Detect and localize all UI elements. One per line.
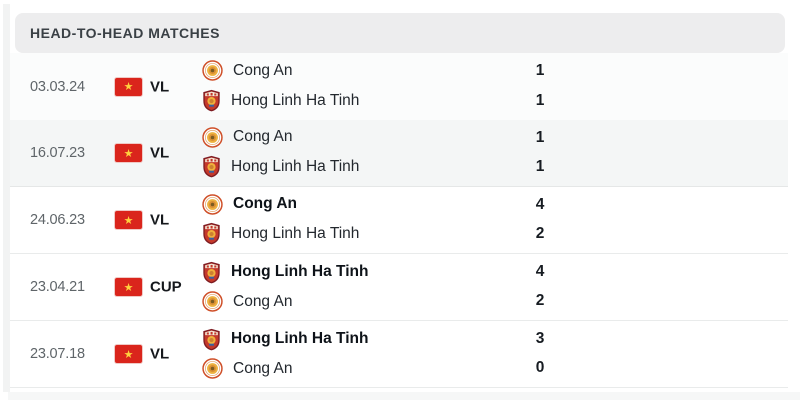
team-name[interactable]: Cong An [233, 359, 293, 377]
cong-an-logo-icon [202, 60, 223, 81]
scores-column: 3 0 [515, 321, 565, 387]
team-line-home[interactable]: Cong An [202, 194, 502, 215]
home-score: 1 [535, 128, 545, 146]
match-row-4[interactable]: 23.04.21 ★ CUP Hong Linh Ha Tinh Cong An… [10, 254, 788, 321]
star-icon: ★ [123, 347, 134, 361]
teams-column: Cong An Hong Linh Ha Tinh [202, 187, 502, 253]
team-name[interactable]: Cong An [233, 61, 293, 79]
competition-label: CUP [150, 278, 182, 296]
team-name[interactable]: Cong An [233, 292, 293, 310]
star-icon: ★ [123, 146, 134, 160]
match-row-5[interactable]: 23.07.18 ★ VL Hong Linh Ha Tinh Cong An … [10, 321, 788, 388]
team-line-home[interactable]: Hong Linh Ha Tinh [202, 261, 502, 284]
match-date: 24.06.23 [30, 212, 85, 228]
team-line-home[interactable]: Cong An [202, 60, 502, 81]
home-score: 4 [535, 195, 545, 213]
home-score: 4 [535, 262, 545, 280]
star-icon: ★ [123, 80, 134, 93]
team-line-away[interactable]: Cong An [202, 291, 502, 312]
section-title: HEAD-TO-HEAD MATCHES [30, 25, 220, 41]
scores-column: 4 2 [515, 187, 565, 253]
vietnam-flag-icon: ★ [115, 278, 142, 296]
competition-label: VL [150, 345, 170, 363]
cong-an-logo-icon [202, 291, 223, 312]
match-row-3[interactable]: 24.06.23 ★ VL Cong An Hong Linh Ha Tinh … [10, 187, 788, 254]
vietnam-flag-icon: ★ [115, 211, 142, 229]
match-date: 03.03.24 [30, 78, 85, 95]
competition-label: VL [150, 78, 170, 95]
teams-column: Cong An Hong Linh Ha Tinh [202, 53, 502, 120]
star-icon: ★ [123, 213, 134, 227]
away-score: 2 [535, 225, 545, 243]
team-line-away[interactable]: Hong Linh Ha Tinh [202, 222, 502, 245]
team-name[interactable]: Cong An [233, 128, 293, 146]
team-line-home[interactable]: Hong Linh Ha Tinh [202, 328, 502, 351]
hong-linh-ha-tinh-logo-icon [203, 261, 220, 284]
teams-column: Hong Linh Ha Tinh Cong An [202, 321, 502, 387]
match-row-1[interactable]: 03.03.24 ★ VL Cong An Hong Linh Ha Tinh … [10, 53, 788, 120]
hong-linh-ha-tinh-logo-icon [203, 328, 220, 351]
team-name[interactable]: Hong Linh Ha Tinh [231, 330, 369, 348]
match-list: 03.03.24 ★ VL Cong An Hong Linh Ha Tinh … [10, 53, 788, 388]
hong-linh-ha-tinh-logo-icon [203, 156, 220, 178]
match-row-2[interactable]: 16.07.23 ★ VL Cong An Hong Linh Ha Tinh … [10, 120, 788, 187]
home-score: 1 [535, 62, 545, 79]
away-score: 1 [535, 92, 545, 109]
cong-an-logo-icon [202, 194, 223, 215]
vietnam-flag-icon: ★ [115, 345, 142, 363]
hong-linh-ha-tinh-logo-icon [203, 89, 220, 112]
team-name[interactable]: Hong Linh Ha Tinh [231, 91, 360, 109]
team-line-away[interactable]: Hong Linh Ha Tinh [202, 155, 502, 178]
cong-an-logo-icon [202, 127, 223, 148]
scores-column: 1 1 [515, 120, 565, 186]
competition-label: VL [150, 144, 170, 162]
star-icon: ★ [123, 280, 134, 294]
teams-column: Cong An Hong Linh Ha Tinh [202, 120, 502, 186]
home-score: 3 [535, 329, 545, 347]
competition-label: VL [150, 211, 170, 229]
vietnam-flag-icon: ★ [115, 77, 142, 96]
teams-column: Hong Linh Ha Tinh Cong An [202, 254, 502, 320]
away-score: 1 [535, 158, 545, 176]
team-name[interactable]: Cong An [233, 195, 297, 213]
match-date: 23.07.18 [30, 346, 85, 362]
team-name[interactable]: Hong Linh Ha Tinh [231, 224, 360, 242]
bottom-divider-strip [8, 392, 800, 400]
team-name[interactable]: Hong Linh Ha Tinh [231, 263, 369, 281]
team-line-away[interactable]: Cong An [202, 358, 502, 379]
team-line-home[interactable]: Cong An [202, 127, 502, 148]
section-header: HEAD-TO-HEAD MATCHES [15, 13, 785, 53]
scores-column: 4 2 [515, 254, 565, 320]
vietnam-flag-icon: ★ [115, 144, 142, 162]
match-date: 23.04.21 [30, 279, 85, 295]
away-score: 2 [535, 292, 545, 310]
team-name[interactable]: Hong Linh Ha Tinh [231, 157, 360, 175]
away-score: 0 [535, 359, 545, 377]
cong-an-logo-icon [202, 358, 223, 379]
left-gutter-strip [3, 4, 10, 392]
hong-linh-ha-tinh-logo-icon [203, 223, 220, 245]
team-line-away[interactable]: Hong Linh Ha Tinh [202, 89, 502, 112]
scores-column: 1 1 [515, 53, 565, 120]
match-date: 16.07.23 [30, 145, 85, 161]
